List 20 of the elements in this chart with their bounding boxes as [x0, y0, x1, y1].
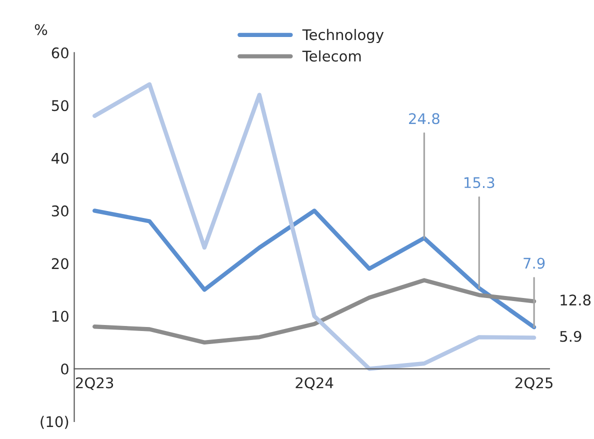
line-series: [92, 278, 536, 345]
y-tick-label: 20: [52, 258, 68, 270]
y-tick-label: 50: [52, 100, 68, 112]
y-tick-label: 0: [61, 363, 68, 375]
x-tick-label: 2Q23: [76, 377, 114, 390]
legend-label: Technology: [302, 28, 384, 44]
data-label: 24.8: [409, 113, 440, 124]
y-tick-label: (10): [40, 416, 68, 429]
y-tick-label: 30: [52, 205, 68, 216]
data-label: 7.9: [524, 258, 545, 269]
y-axis-title: %: [34, 24, 48, 36]
y-tick-label: 10: [52, 310, 68, 322]
x-tick-label: 2Q25: [515, 377, 552, 390]
y-tick-label: 40: [52, 152, 68, 164]
data-label: 5.9: [560, 330, 582, 342]
y-tick-label: 60: [52, 47, 68, 58]
x-tick-label: 2Q24: [296, 377, 334, 390]
data-label: 15.3: [464, 177, 494, 188]
data-label: 12.8: [560, 294, 591, 306]
legend-label: Telecom: [302, 50, 361, 62]
